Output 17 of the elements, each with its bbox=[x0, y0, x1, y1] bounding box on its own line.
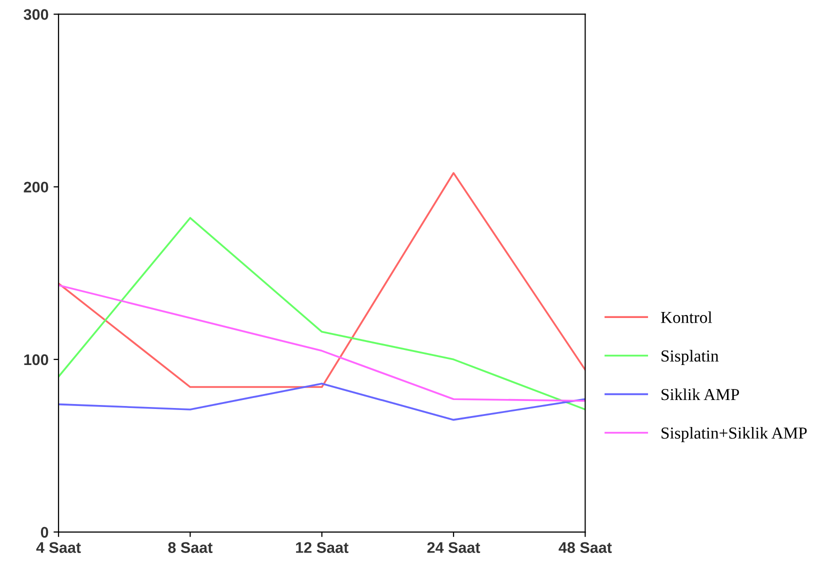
line-series bbox=[58, 382, 586, 421]
y-tick-label: 100 bbox=[24, 354, 48, 366]
legend-label: Siklik AMP bbox=[662, 388, 739, 400]
x-tick-label: 24 Saat bbox=[427, 542, 480, 553]
x-tick-label: 12 Saat bbox=[296, 542, 348, 553]
line-series bbox=[58, 216, 586, 410]
line-series bbox=[58, 284, 586, 402]
legend-label: Kontrol bbox=[660, 311, 712, 324]
x-tick-label: 8 Saat bbox=[168, 542, 213, 553]
x-tick-label: 4 Saat bbox=[36, 542, 81, 553]
y-tick-label: 300 bbox=[24, 9, 48, 20]
line-series bbox=[58, 172, 586, 388]
y-tick-label: 200 bbox=[24, 182, 48, 193]
legend-label: Sisplatin bbox=[662, 350, 719, 366]
x-tick-label: 48 Saat bbox=[558, 542, 612, 553]
y-tick-label: 0 bbox=[40, 526, 48, 538]
legend-label: Sisplatin+Siklik AMP bbox=[662, 426, 807, 442]
